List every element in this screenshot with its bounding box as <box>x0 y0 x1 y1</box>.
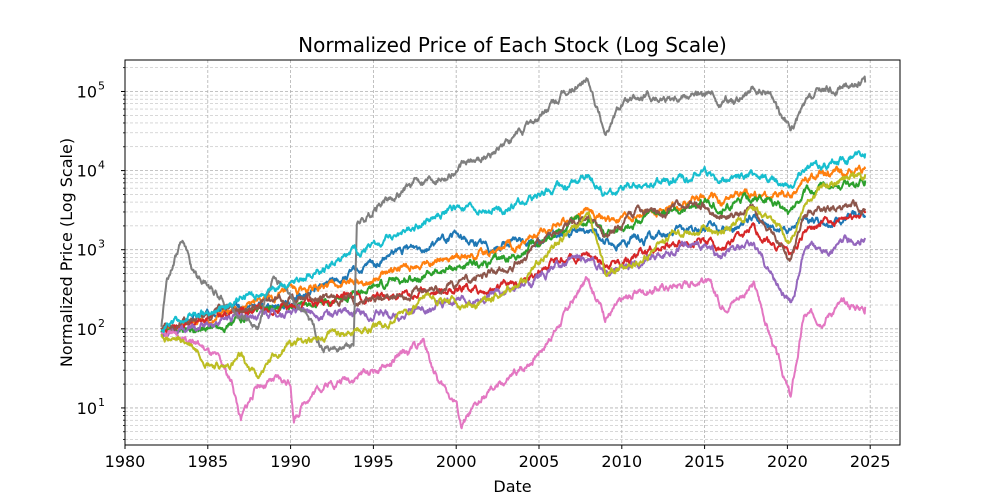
plot-area <box>160 75 867 430</box>
x-tick-label: 1995 <box>353 452 394 471</box>
series-line-8 <box>160 75 867 354</box>
x-tick-label: 1990 <box>270 452 311 471</box>
y-axis-title: Normalized Price (Log Scale) <box>57 138 76 367</box>
y-tick-label-exponent: 3 <box>98 238 105 251</box>
y-tick-label-exponent: 5 <box>98 79 105 92</box>
x-tick-label: 2010 <box>601 452 642 471</box>
y-tick-label: 10 <box>77 399 97 418</box>
y-tick-label-exponent: 1 <box>98 396 105 409</box>
y-tick-label: 10 <box>77 82 97 101</box>
chart-title: Normalized Price of Each Stock (Log Scal… <box>298 33 727 57</box>
x-tick-label: 2005 <box>519 452 560 471</box>
series-line-4 <box>160 208 867 336</box>
series-line-6 <box>160 199 867 332</box>
x-tick-label: 1985 <box>187 452 228 471</box>
x-tick-label: 2015 <box>684 452 725 471</box>
x-axis-title: Date <box>493 477 531 496</box>
x-tick-label: 2020 <box>767 452 808 471</box>
series-line-7 <box>160 276 867 430</box>
series-line-1 <box>160 210 867 337</box>
axis-ticks: 1980 1985 1990 1995 2000 2005 2010 2015 2020 2025… <box>77 67 891 471</box>
x-tick-label: 2025 <box>850 452 891 471</box>
y-tick-label: 10 <box>77 241 97 260</box>
y-tick-label-exponent: 2 <box>98 317 105 330</box>
y-tick-label: 10 <box>77 162 97 181</box>
series-line-10 <box>160 150 867 334</box>
series-line-2 <box>160 164 867 334</box>
series-line-9 <box>160 171 867 380</box>
axes-frame <box>124 59 901 446</box>
x-tick-label: 2000 <box>436 452 477 471</box>
y-tick-label: 10 <box>77 320 97 339</box>
y-tick-label-exponent: 4 <box>98 159 105 172</box>
x-tick-label: 1980 <box>105 452 146 471</box>
